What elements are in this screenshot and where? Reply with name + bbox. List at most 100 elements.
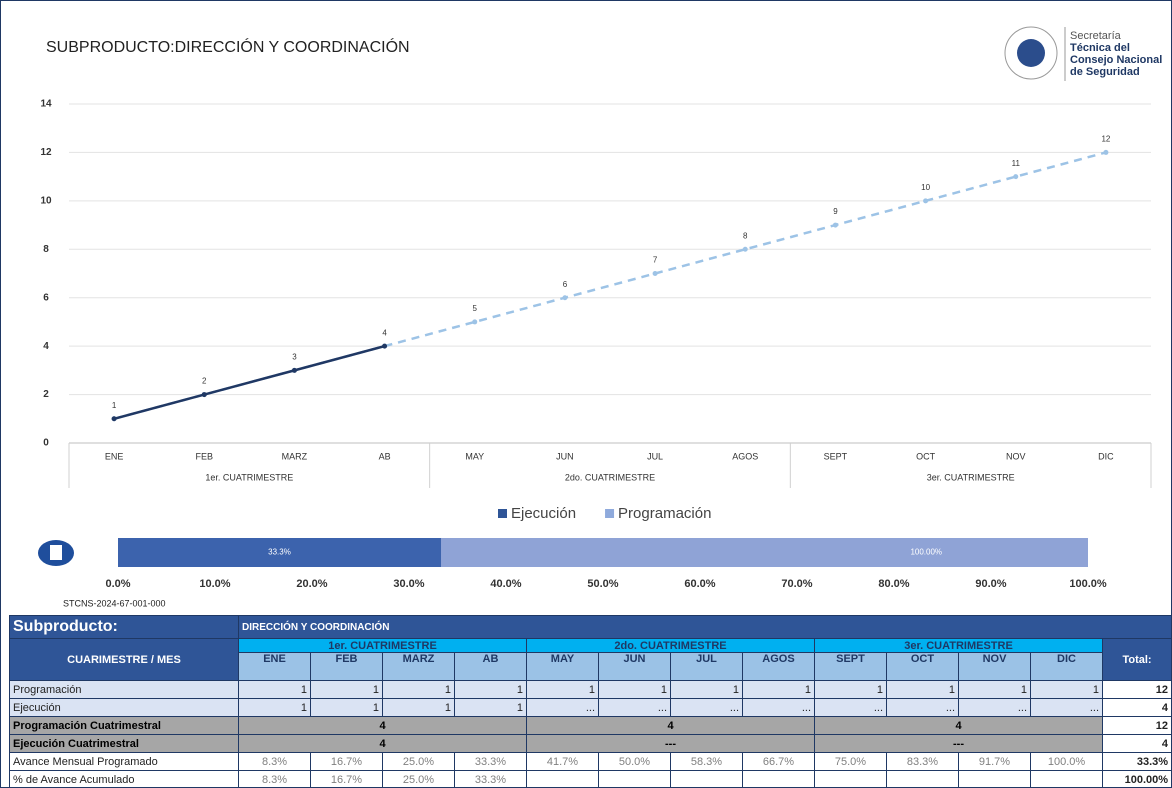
row-label: Programación Cuatrimestral xyxy=(9,716,239,735)
cell: 1 xyxy=(310,680,383,699)
group-label: 1er. CUATRIMESTRE xyxy=(205,472,293,482)
month-header: NOV xyxy=(958,652,1031,681)
month-header: SEPT xyxy=(814,652,887,681)
cell: 16.7% xyxy=(310,770,383,787)
cell: 66.7% xyxy=(742,752,815,771)
point xyxy=(652,271,658,276)
x-tick-label: 80.0% xyxy=(878,578,909,590)
x-tick-label: FEB xyxy=(195,451,213,461)
cell: 1 xyxy=(382,680,455,699)
data-label: 12 xyxy=(1101,135,1110,144)
point xyxy=(382,343,388,349)
table-row: Programación Cuatrimestral 4 4 4 12 xyxy=(9,716,1171,735)
x-tick-label: 0.0% xyxy=(105,578,130,590)
y-tick-label: 2 xyxy=(43,389,49,400)
cell: 1 xyxy=(886,680,959,699)
data-label: 6 xyxy=(563,280,568,289)
cell: 33.3% xyxy=(454,752,527,771)
cell: 58.3% xyxy=(670,752,743,771)
y-tick-label: 8 xyxy=(43,244,49,255)
table-row: Ejecución Cuatrimestral 4 --- --- 4 xyxy=(9,734,1171,753)
point xyxy=(923,198,929,204)
row-total: 4 xyxy=(1101,734,1171,753)
data-label: 5 xyxy=(473,304,478,313)
x-tick-label: 100.0% xyxy=(1069,578,1107,590)
cell-empty xyxy=(598,770,671,787)
cell: 1 xyxy=(598,680,671,699)
x-tick-label: OCT xyxy=(916,451,936,461)
month-header: MAY xyxy=(526,652,599,681)
cell-empty xyxy=(1030,770,1103,787)
x-tick-label: 20.0% xyxy=(296,578,327,590)
x-tick-label: JUN xyxy=(556,451,574,461)
x-tick-label: AGOS xyxy=(732,451,758,461)
data-label: 9 xyxy=(833,207,838,216)
legend-swatch xyxy=(498,509,507,518)
chart: SUBPRODUCTO:DIRECCIÓN Y COORDINACIÓN Sec… xyxy=(38,26,1162,608)
row-total: 12 xyxy=(1101,716,1171,735)
row-total: 100.00% xyxy=(1101,770,1171,787)
cell: ... xyxy=(886,698,959,717)
y-tick-label: 10 xyxy=(40,195,52,206)
logo-line: Secretaría xyxy=(1070,30,1122,42)
x-tick-label: ENE xyxy=(105,451,124,461)
cell-empty xyxy=(742,770,815,787)
table-row: % de Avance Acumulado 8.3% 16.7% 25.0% 33.3%… xyxy=(9,770,1171,787)
row-total: 4 xyxy=(1101,698,1171,717)
cell: 16.7% xyxy=(310,752,383,771)
code: STCNS-2024-67-001-000 xyxy=(63,598,166,608)
cell: ... xyxy=(814,698,887,717)
x-tick-label: 40.0% xyxy=(490,578,521,590)
point xyxy=(201,392,207,398)
point xyxy=(111,416,117,422)
cell: 75.0% xyxy=(814,752,887,771)
cell: 83.3% xyxy=(886,752,959,771)
data-label: 8 xyxy=(743,231,748,240)
row-label: Ejecución Cuatrimestral xyxy=(9,734,239,753)
y-tick-label: 12 xyxy=(40,147,52,158)
cell: ... xyxy=(1030,698,1103,717)
month-header: AGOS xyxy=(742,652,815,681)
group-header: 1er. CUATRIMESTRE xyxy=(238,638,527,653)
month-header: AB xyxy=(454,652,527,681)
series-line xyxy=(113,344,385,420)
x-tick-label: NOV xyxy=(1006,451,1026,461)
row-label: Programación xyxy=(9,680,239,699)
group-header: 3er. CUATRIMESTRE xyxy=(814,638,1103,653)
cell: ... xyxy=(742,698,815,717)
month-header: JUN xyxy=(598,652,671,681)
month-header: DIC xyxy=(1030,652,1103,681)
cell: 41.7% xyxy=(526,752,599,771)
cell: 1 xyxy=(238,680,311,699)
cell: 33.3% xyxy=(454,770,527,787)
cell-empty xyxy=(814,770,887,787)
table-title: Subproducto: xyxy=(9,615,239,639)
cell: 1 xyxy=(958,680,1031,699)
logo-line: de Seguridad xyxy=(1070,66,1140,78)
cell: --- xyxy=(526,734,815,753)
legend-label: Ejecución xyxy=(511,505,576,522)
row-total: 12 xyxy=(1101,680,1171,699)
point xyxy=(1013,174,1019,180)
cell: --- xyxy=(814,734,1103,753)
month-header: OCT xyxy=(886,652,959,681)
data-label: 7 xyxy=(653,256,658,265)
x-tick-label: AB xyxy=(379,451,391,461)
row-label: % de Avance Acumulado xyxy=(9,770,239,787)
cell: 1 xyxy=(526,680,599,699)
y-tick-label: 14 xyxy=(40,99,52,110)
month-header: MARZ xyxy=(382,652,455,681)
x-tick-label: 10.0% xyxy=(199,578,230,590)
cell: 1 xyxy=(670,680,743,699)
x-tick-label: 60.0% xyxy=(684,578,715,590)
table-subtitle: DIRECCIÓN Y COORDINACIÓN xyxy=(237,615,1171,639)
cell: 8.3% xyxy=(238,770,311,787)
legend-swatch xyxy=(605,509,615,518)
cell: 1 xyxy=(814,680,887,699)
x-tick-label: MARZ xyxy=(282,451,308,461)
bar-label: 33.3% xyxy=(268,548,291,557)
data-label: 11 xyxy=(1012,159,1021,168)
